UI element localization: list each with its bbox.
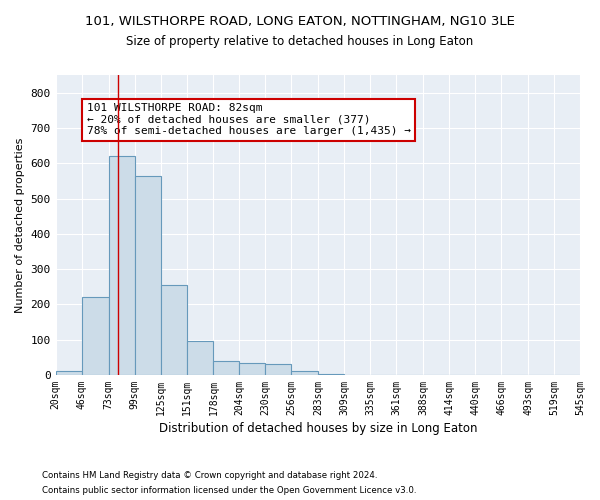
Bar [214,361,239,375]
Bar [239,362,265,375]
Text: Contains public sector information licensed under the Open Government Licence v3: Contains public sector information licen… [42,486,416,495]
Bar [82,298,109,375]
Bar [134,176,161,375]
X-axis label: Distribution of detached houses by size in Long Eaton: Distribution of detached houses by size … [158,422,477,435]
Bar [265,364,292,375]
Bar [292,372,319,375]
Bar [161,285,187,375]
Bar [56,372,82,375]
Bar [187,342,214,375]
Bar [319,374,344,375]
Bar [109,156,134,375]
Text: 101 WILSTHORPE ROAD: 82sqm
← 20% of detached houses are smaller (377)
78% of sem: 101 WILSTHORPE ROAD: 82sqm ← 20% of deta… [86,103,410,136]
Text: 101, WILSTHORPE ROAD, LONG EATON, NOTTINGHAM, NG10 3LE: 101, WILSTHORPE ROAD, LONG EATON, NOTTIN… [85,15,515,28]
Y-axis label: Number of detached properties: Number of detached properties [15,138,25,312]
Text: Contains HM Land Registry data © Crown copyright and database right 2024.: Contains HM Land Registry data © Crown c… [42,471,377,480]
Text: Size of property relative to detached houses in Long Eaton: Size of property relative to detached ho… [127,35,473,48]
